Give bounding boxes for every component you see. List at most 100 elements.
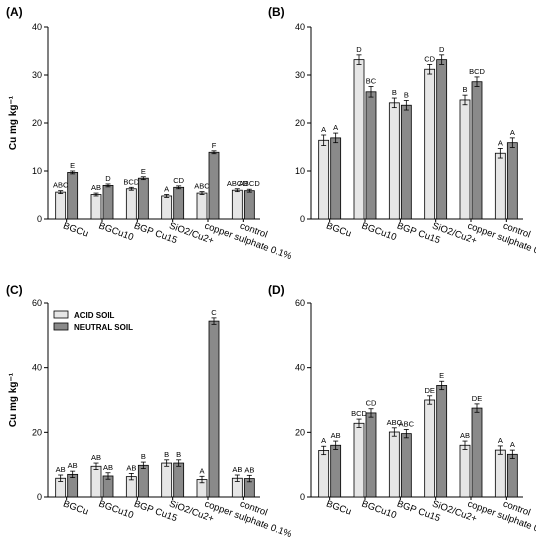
y-tick-label: 30 <box>32 70 42 80</box>
bar <box>318 139 330 220</box>
bar <box>67 172 79 220</box>
bar <box>388 431 400 498</box>
significance-label: CD <box>366 399 377 408</box>
category-label: BGCu10 <box>97 498 135 521</box>
bar <box>330 137 342 220</box>
bar <box>459 444 471 498</box>
y-tick-label: 30 <box>295 70 305 80</box>
significance-label: A <box>498 138 503 147</box>
significance-label: E <box>141 167 146 176</box>
y-tick-label: 20 <box>32 118 42 128</box>
bar <box>494 449 506 498</box>
significance-label: B <box>164 450 169 459</box>
significance-label: B <box>141 452 146 461</box>
significance-label: AB <box>56 465 66 474</box>
bar <box>365 91 377 220</box>
significance-label: C <box>211 308 217 317</box>
bar <box>173 462 185 498</box>
category-label: BGCu <box>62 220 90 239</box>
significance-label: CD <box>424 54 435 63</box>
panel-label: (C) <box>6 283 23 297</box>
legend-swatch <box>53 310 69 319</box>
category-label: BGCu <box>325 498 353 517</box>
y-tick-label: 10 <box>295 166 305 176</box>
significance-label: AB <box>103 463 113 472</box>
y-tick-label: 20 <box>295 118 305 128</box>
significance-label: B <box>404 90 409 99</box>
y-tick-label: 0 <box>300 214 305 224</box>
significance-label: ABC <box>194 182 210 191</box>
bar <box>365 412 377 498</box>
y-tick-label: 60 <box>32 298 42 308</box>
significance-label: BCD <box>351 409 367 418</box>
significance-label: AB <box>244 465 254 474</box>
significance-label: D <box>439 45 445 54</box>
significance-label: A <box>510 128 515 137</box>
significance-label: B <box>462 85 467 94</box>
significance-label: DE <box>424 386 434 395</box>
significance-label: DE <box>472 394 482 403</box>
bar <box>161 462 173 498</box>
bar <box>90 465 102 498</box>
panel-label: (D) <box>268 283 285 297</box>
y-tick-label: 0 <box>300 492 305 502</box>
bar <box>137 464 149 498</box>
bar <box>173 186 185 220</box>
significance-label: AB <box>331 431 341 440</box>
bar <box>353 59 365 220</box>
significance-label: AB <box>460 431 470 440</box>
significance-label: AB <box>126 463 136 472</box>
significance-label: A <box>164 185 169 194</box>
bar <box>436 59 448 220</box>
bar <box>137 177 149 220</box>
y-tick-label: 20 <box>295 427 305 437</box>
bar <box>161 195 173 220</box>
significance-label: ABCD <box>227 179 248 188</box>
y-tick-label: 40 <box>32 22 42 32</box>
panel-a: (A) Cu mg kg⁻¹ 0 10 20 30 40 ABC E BGCu AB D BGCu10 B… <box>6 5 294 262</box>
bar <box>506 453 518 498</box>
y-tick-label: 40 <box>32 363 42 373</box>
bar <box>424 399 436 498</box>
bar <box>125 188 137 220</box>
significance-label: ABC <box>53 181 69 190</box>
y-axis-label: Cu mg kg⁻¹ <box>8 95 19 150</box>
bar <box>231 189 243 220</box>
bar <box>208 320 220 498</box>
bar <box>55 191 67 220</box>
significance-label: BC <box>366 77 377 86</box>
bar <box>353 422 365 498</box>
legend-swatch <box>53 322 69 331</box>
bar <box>102 184 114 220</box>
significance-label: B <box>176 450 181 459</box>
significance-label: AB <box>91 453 101 462</box>
bar <box>330 444 342 498</box>
category-label: BGCu10 <box>360 498 398 521</box>
y-tick-label: 40 <box>295 363 305 373</box>
significance-label: ABCD <box>239 179 260 188</box>
bar <box>436 385 448 498</box>
y-tick-label: 0 <box>37 492 42 502</box>
significance-label: A <box>510 440 515 449</box>
significance-label: A <box>498 436 503 445</box>
significance-label: ABC <box>387 418 403 427</box>
bar <box>459 99 471 220</box>
category-label: BGCu <box>325 220 353 239</box>
significance-label: AB <box>232 465 242 474</box>
y-tick-label: 40 <box>295 22 305 32</box>
significance-label: A <box>321 125 326 134</box>
y-tick-label: 60 <box>295 298 305 308</box>
significance-label: D <box>356 45 362 54</box>
significance-label: E <box>70 161 75 170</box>
y-axis-label: Cu mg kg⁻¹ <box>8 372 19 427</box>
category-label: BGCu <box>62 498 90 517</box>
bar <box>243 190 255 220</box>
significance-label: AB <box>91 183 101 192</box>
legend-entry: ACID SOIL <box>74 311 115 320</box>
bar <box>388 102 400 220</box>
bar <box>208 151 220 220</box>
